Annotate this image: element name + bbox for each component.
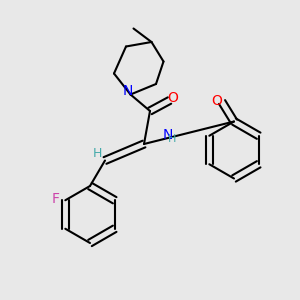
Text: O: O (167, 91, 178, 104)
Text: N: N (163, 128, 173, 142)
Text: N: N (122, 84, 133, 98)
Text: O: O (211, 94, 222, 107)
Text: H: H (93, 147, 102, 161)
Text: F: F (52, 192, 60, 206)
Text: H: H (168, 134, 176, 145)
